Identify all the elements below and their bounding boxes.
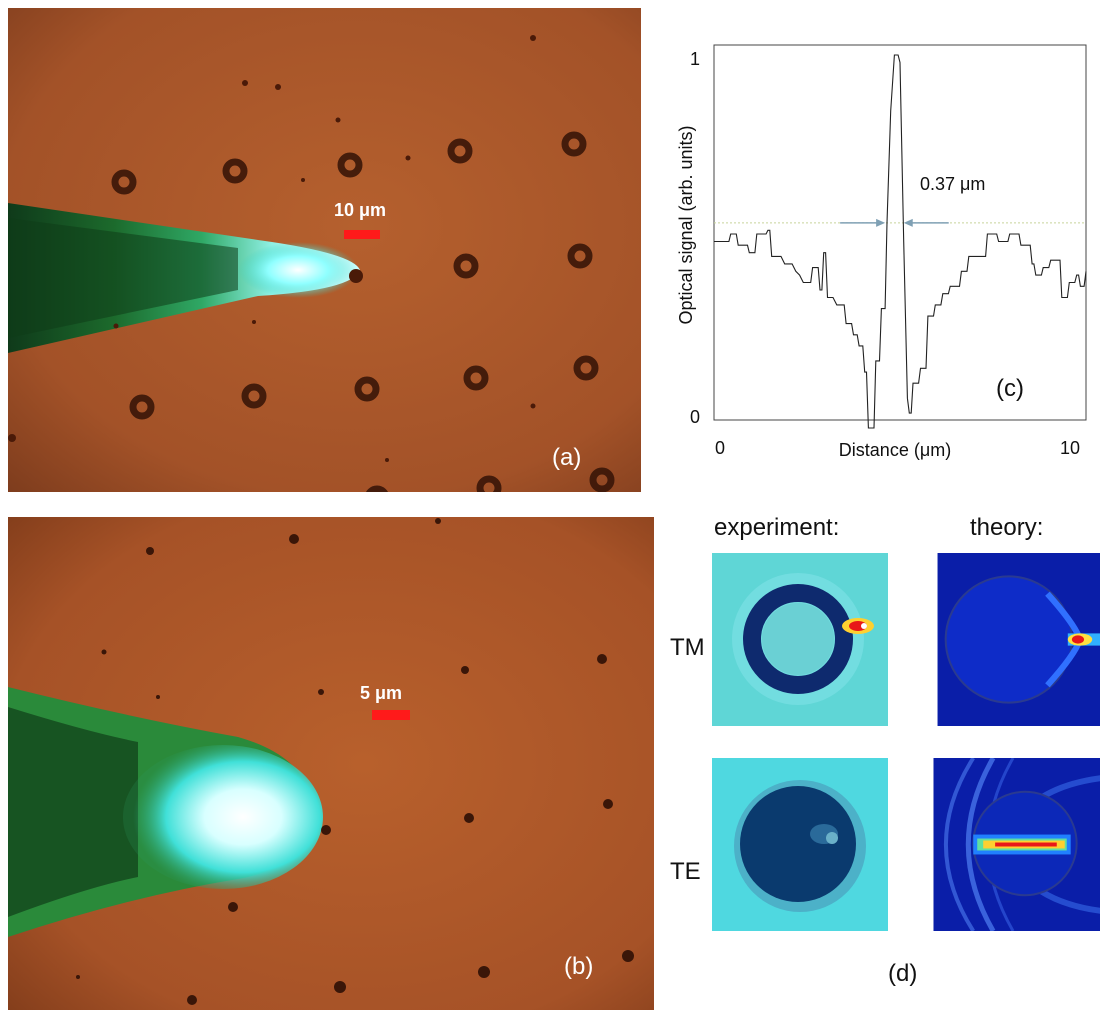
row-label-tm: TM: [670, 634, 705, 661]
series-line: [714, 54, 1087, 429]
x-tick-label-max: 10: [1060, 438, 1080, 458]
tm-experiment-image: [712, 553, 888, 726]
arrow-left-head: [876, 218, 886, 227]
x-axis-label: Distance (μm): [839, 440, 951, 460]
line-chart: 1 0 0 10 Distance (μm) Optical signal (a…: [676, 44, 1087, 460]
te-theory-image: [933, 758, 1100, 931]
x-tick-label-min: 0: [715, 438, 725, 458]
panel-d-comparison: experiment: theory: TM TE: [660, 500, 1100, 1010]
width-arrows: [840, 218, 949, 227]
panel-label-c: (c): [996, 375, 1024, 402]
row-label-te: TE: [670, 858, 701, 885]
te-experiment-image: [712, 758, 888, 931]
tm-theory-image: [937, 553, 1100, 726]
width-annotation: 0.37 μm: [920, 174, 985, 194]
panel-b-micrograph: 5 μm (b): [8, 517, 654, 1010]
scale-bar-label-a: 10 μm: [334, 200, 387, 220]
panel-label-d: (d): [888, 960, 918, 987]
column-header-experiment: experiment:: [714, 514, 840, 541]
panel-label-b: (b): [564, 953, 594, 980]
panel-a-micrograph: 10 μm (a): [8, 8, 641, 492]
panel-label-a: (a): [552, 444, 582, 471]
micrograph-b-image: [8, 517, 654, 1010]
micrograph-a-image: [8, 8, 641, 492]
panel-c-chart: 1 0 0 10 Distance (μm) Optical signal (a…: [640, 10, 1100, 480]
scale-bar-label-b: 5 μm: [360, 683, 403, 703]
arrow-right-head: [903, 218, 913, 227]
y-axis-label: Optical signal (arb. units): [676, 125, 696, 324]
plot-frame: [713, 44, 1087, 421]
y-tick-label-max: 1: [690, 49, 700, 69]
y-tick-label-min: 0: [690, 407, 700, 427]
column-header-theory: theory:: [970, 514, 1044, 541]
